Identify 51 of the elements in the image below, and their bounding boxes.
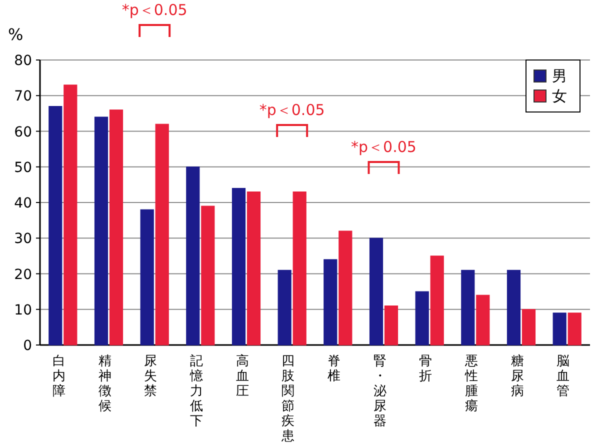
bar: [384, 306, 398, 346]
x-tick-label: 腎・泌尿器: [373, 354, 386, 429]
x-tick-label: 糖尿病: [510, 354, 524, 399]
x-tick-label: 記憶力低下: [188, 354, 203, 429]
bar: [338, 230, 352, 346]
x-tick-label: 悪性腫瘍: [464, 354, 478, 414]
bar: [48, 106, 62, 346]
x-tick-label: 四肢関節疾患: [280, 354, 295, 444]
bar: [568, 312, 582, 346]
bar: [476, 294, 490, 346]
bar: [201, 206, 215, 346]
bar: [246, 192, 261, 346]
bar: [155, 124, 169, 346]
x-tick-label: 白内障: [52, 354, 66, 399]
bar: [186, 166, 200, 346]
bar: [94, 116, 108, 346]
bar: [140, 209, 154, 346]
bar: [506, 270, 521, 346]
x-tick-label: 骨折: [419, 354, 432, 384]
bar: [278, 270, 292, 346]
x-tick-label: 尿失禁: [144, 354, 158, 399]
y-tick-label: 70: [14, 88, 32, 105]
bar: [64, 84, 78, 346]
y-tick-label: 60: [14, 124, 32, 140]
bar: [552, 312, 566, 346]
x-tick-label: 高血圧: [236, 353, 249, 399]
x-tick-label: 脊椎: [327, 354, 340, 384]
y-tick-label: 10: [14, 302, 32, 318]
x-tick-label: 精神徴候: [98, 354, 112, 414]
legend-label: 男: [552, 67, 567, 85]
y-tick-label: 80: [14, 53, 32, 69]
y-tick-label: 50: [14, 160, 32, 176]
bar: [430, 256, 444, 346]
bar: [461, 270, 475, 346]
x-tick-label: 脳血管: [556, 354, 570, 399]
bar: [522, 309, 536, 346]
bar: [232, 188, 246, 346]
y-tick-label: 20: [14, 266, 32, 283]
bar: [109, 110, 124, 346]
legend-label: 女: [552, 87, 567, 105]
bar: [292, 192, 306, 346]
annotation: *p＜0.05: [351, 138, 416, 156]
bar: [415, 291, 429, 346]
bar: [324, 259, 338, 346]
y-tick-label: 0: [23, 338, 32, 354]
y-tick-label: 40: [14, 196, 32, 212]
annotation: *p＜0.05: [259, 101, 325, 119]
y-tick-label: 30: [14, 231, 32, 248]
bar: [369, 238, 384, 346]
text: *p＜0.05: [122, 1, 188, 19]
y-axis-title: %: [8, 25, 24, 44]
